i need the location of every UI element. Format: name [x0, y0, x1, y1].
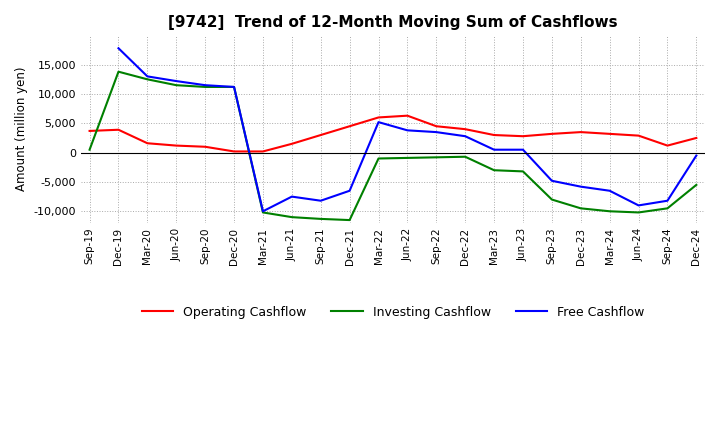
Operating Cashflow: [577, 129, 585, 135]
Free Cashflow: [316, 198, 325, 203]
Investing Cashflow: [692, 182, 701, 187]
Legend: Operating Cashflow, Investing Cashflow, Free Cashflow: Operating Cashflow, Investing Cashflow, …: [137, 301, 649, 323]
Free Cashflow: [114, 46, 123, 51]
Operating Cashflow: [346, 124, 354, 129]
Operating Cashflow: [461, 127, 469, 132]
Investing Cashflow: [663, 206, 672, 211]
Investing Cashflow: [201, 84, 210, 90]
Investing Cashflow: [461, 154, 469, 159]
Investing Cashflow: [346, 217, 354, 223]
Free Cashflow: [663, 198, 672, 203]
Free Cashflow: [461, 134, 469, 139]
Free Cashflow: [172, 78, 181, 84]
Title: [9742]  Trend of 12-Month Moving Sum of Cashflows: [9742] Trend of 12-Month Moving Sum of C…: [168, 15, 618, 30]
Operating Cashflow: [403, 113, 412, 118]
Y-axis label: Amount (million yen): Amount (million yen): [15, 67, 28, 191]
Investing Cashflow: [490, 168, 498, 173]
Free Cashflow: [287, 194, 296, 199]
Free Cashflow: [518, 147, 527, 152]
Investing Cashflow: [143, 77, 152, 82]
Investing Cashflow: [258, 210, 267, 215]
Operating Cashflow: [374, 115, 383, 120]
Investing Cashflow: [577, 206, 585, 211]
Operating Cashflow: [606, 131, 614, 136]
Free Cashflow: [490, 147, 498, 152]
Investing Cashflow: [634, 210, 643, 215]
Free Cashflow: [606, 188, 614, 194]
Investing Cashflow: [518, 169, 527, 174]
Investing Cashflow: [172, 83, 181, 88]
Operating Cashflow: [518, 134, 527, 139]
Investing Cashflow: [606, 209, 614, 214]
Operating Cashflow: [490, 132, 498, 138]
Free Cashflow: [258, 209, 267, 214]
Investing Cashflow: [374, 156, 383, 161]
Free Cashflow: [577, 184, 585, 189]
Operating Cashflow: [172, 143, 181, 148]
Operating Cashflow: [85, 128, 94, 134]
Operating Cashflow: [143, 141, 152, 146]
Free Cashflow: [143, 74, 152, 79]
Operating Cashflow: [230, 149, 238, 154]
Operating Cashflow: [547, 131, 556, 136]
Operating Cashflow: [634, 133, 643, 138]
Investing Cashflow: [547, 197, 556, 202]
Free Cashflow: [432, 129, 441, 135]
Investing Cashflow: [316, 216, 325, 222]
Operating Cashflow: [663, 143, 672, 148]
Operating Cashflow: [114, 127, 123, 132]
Free Cashflow: [692, 153, 701, 158]
Operating Cashflow: [692, 136, 701, 141]
Free Cashflow: [230, 84, 238, 90]
Operating Cashflow: [258, 149, 267, 154]
Investing Cashflow: [85, 147, 94, 152]
Free Cashflow: [346, 188, 354, 194]
Operating Cashflow: [287, 141, 296, 147]
Free Cashflow: [547, 178, 556, 183]
Free Cashflow: [201, 83, 210, 88]
Free Cashflow: [634, 203, 643, 208]
Free Cashflow: [374, 120, 383, 125]
Line: Investing Cashflow: Investing Cashflow: [89, 72, 696, 220]
Line: Free Cashflow: Free Cashflow: [119, 48, 696, 211]
Investing Cashflow: [403, 155, 412, 161]
Free Cashflow: [403, 128, 412, 133]
Investing Cashflow: [114, 69, 123, 74]
Line: Operating Cashflow: Operating Cashflow: [89, 116, 696, 151]
Investing Cashflow: [287, 215, 296, 220]
Investing Cashflow: [230, 84, 238, 90]
Operating Cashflow: [201, 144, 210, 150]
Operating Cashflow: [432, 124, 441, 129]
Operating Cashflow: [316, 132, 325, 138]
Investing Cashflow: [432, 155, 441, 160]
